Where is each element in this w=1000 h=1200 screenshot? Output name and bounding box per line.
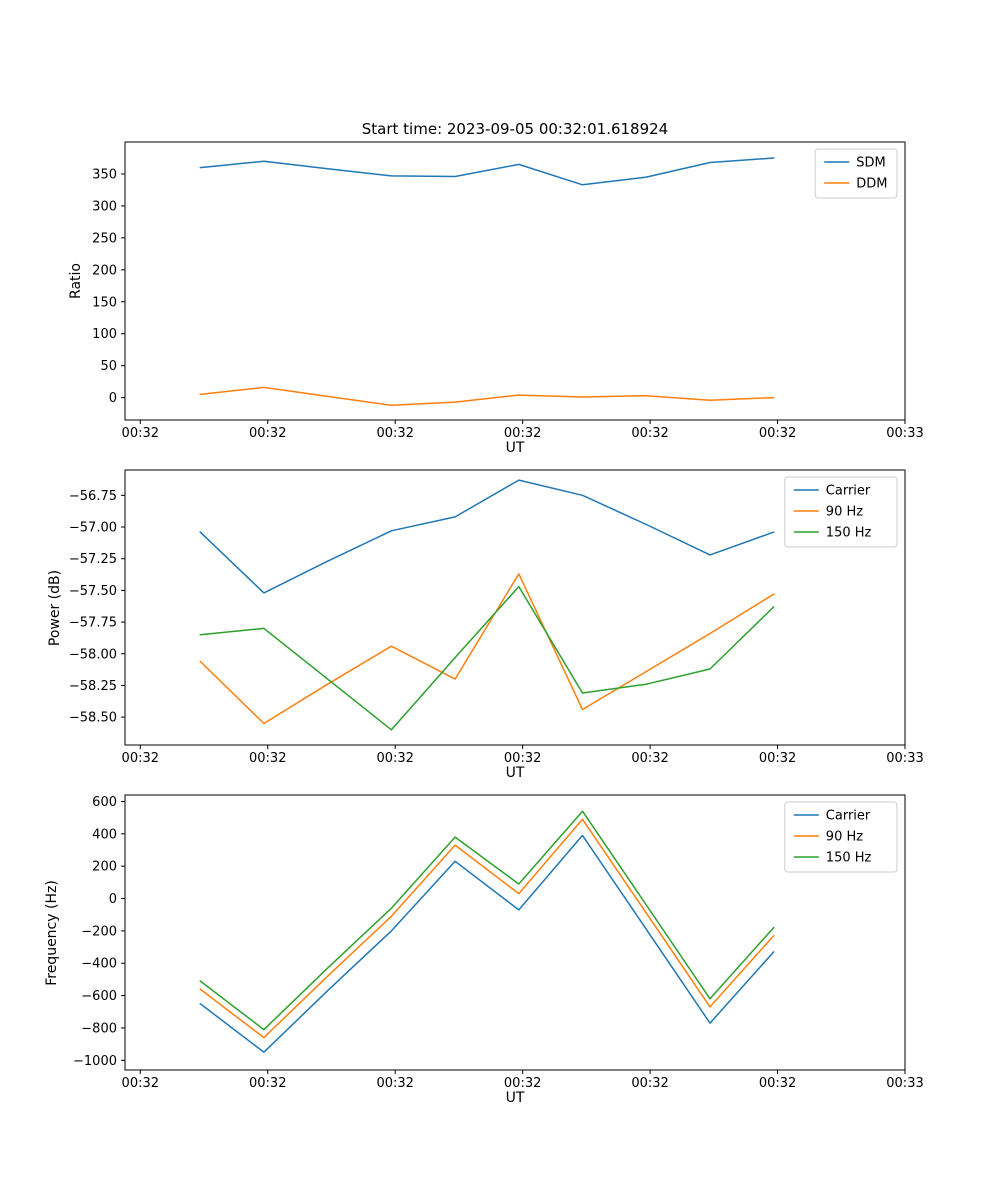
y-tick-label: −400 xyxy=(81,957,117,972)
series-line-sdm xyxy=(199,157,775,186)
y-tick-label: −57.50 xyxy=(69,584,117,599)
legend-label: 150 Hz xyxy=(826,526,872,541)
series-line-carrier xyxy=(199,834,775,1053)
plot-frame xyxy=(124,794,906,1071)
x-tick-label: 00:32 xyxy=(376,751,413,766)
series-line-150-hz xyxy=(199,810,775,1031)
legend-label: DDM xyxy=(856,177,887,192)
x-tick-label: 00:32 xyxy=(631,751,668,766)
x-tick-label: 00:32 xyxy=(504,426,541,441)
y-tick-label: −57.00 xyxy=(69,521,117,536)
y-tick-label: 250 xyxy=(92,231,117,246)
x-tick-label: 00:32 xyxy=(249,426,286,441)
y-tick-label: −57.25 xyxy=(69,552,117,567)
series-line-ddm xyxy=(199,386,775,407)
x-tick-label: 00:32 xyxy=(504,1076,541,1091)
legend-box xyxy=(784,476,898,548)
y-tick-label: 0 xyxy=(109,892,117,907)
chart-1: 00:32 00:32 00:32 00:32 00:32 00:32 00:33 0 50 10… xyxy=(92,141,924,441)
chart-title: Start time: 2023-09-05 00:32:01.618924 xyxy=(361,120,669,138)
legend-label: Carrier xyxy=(826,484,871,499)
y-tick-label: 300 xyxy=(92,199,117,214)
x-axis-label-ut-2: UT xyxy=(505,765,525,781)
plot-frame xyxy=(124,469,906,746)
x-tick-label: 00:33 xyxy=(886,426,923,441)
legend-label: 90 Hz xyxy=(826,830,863,845)
x-tick-label: 00:32 xyxy=(631,426,668,441)
y-tick-label: −58.25 xyxy=(69,679,117,694)
x-tick-label: 00:32 xyxy=(759,1076,796,1091)
x-tick-label: 00:32 xyxy=(249,751,286,766)
y-tick-label: 200 xyxy=(92,860,117,875)
legend-label: SDM xyxy=(856,156,885,171)
series-line-90-hz xyxy=(199,818,775,1039)
y-tick-label: −600 xyxy=(81,989,117,1004)
y-axis-label-power: Power (dB) xyxy=(47,569,63,647)
y-tick-label: 100 xyxy=(92,327,117,342)
x-tick-label: 00:32 xyxy=(376,1076,413,1091)
y-tick-label: −200 xyxy=(81,924,117,939)
y-axis-label-frequency: Frequency (Hz) xyxy=(44,880,60,986)
series-line-90-hz xyxy=(199,573,775,725)
y-tick-label: −56.75 xyxy=(69,489,117,504)
x-tick-label: 00:32 xyxy=(504,751,541,766)
x-tick-label: 00:33 xyxy=(886,751,923,766)
y-tick-label: 400 xyxy=(92,827,117,842)
y-tick-label: 350 xyxy=(92,167,117,182)
x-tick-label: 00:32 xyxy=(122,426,159,441)
chart-3: 00:32 00:32 00:32 00:32 00:32 00:32 00:33 −1000… xyxy=(73,794,924,1091)
y-tick-label: 200 xyxy=(92,263,117,278)
y-tick-label: −800 xyxy=(81,1021,117,1036)
chart-2: 00:32 00:32 00:32 00:32 00:32 00:32 00:33 −58.5… xyxy=(69,469,924,766)
y-tick-label: 50 xyxy=(100,359,117,374)
x-axis-label-ut-3: UT xyxy=(505,1090,525,1106)
x-axis-label-ut-1: UT xyxy=(505,440,525,456)
legend-label: 150 Hz xyxy=(826,851,872,866)
y-axis-label-ratio: Ratio xyxy=(68,263,84,299)
x-tick-label: 00:32 xyxy=(759,751,796,766)
x-tick-label: 00:32 xyxy=(122,1076,159,1091)
y-tick-label: −58.50 xyxy=(69,711,117,726)
y-tick-label: 600 xyxy=(92,795,117,810)
y-tick-label: −57.75 xyxy=(69,616,117,631)
x-tick-label: 00:32 xyxy=(122,751,159,766)
x-tick-label: 00:33 xyxy=(886,1076,923,1091)
y-tick-label: 150 xyxy=(92,295,117,310)
series-line-150-hz xyxy=(199,585,775,731)
x-tick-label: 00:32 xyxy=(249,1076,286,1091)
x-tick-label: 00:32 xyxy=(376,426,413,441)
legend-label: Carrier xyxy=(826,809,871,824)
plot-frame xyxy=(124,141,906,421)
y-tick-label: 0 xyxy=(109,391,117,406)
y-tick-label: −58.00 xyxy=(69,647,117,662)
y-tick-label: −1000 xyxy=(73,1054,117,1069)
x-tick-label: 00:32 xyxy=(759,426,796,441)
series-line-carrier xyxy=(199,479,775,594)
legend-box xyxy=(784,801,898,873)
legend-label: 90 Hz xyxy=(826,505,863,520)
x-tick-label: 00:32 xyxy=(631,1076,668,1091)
